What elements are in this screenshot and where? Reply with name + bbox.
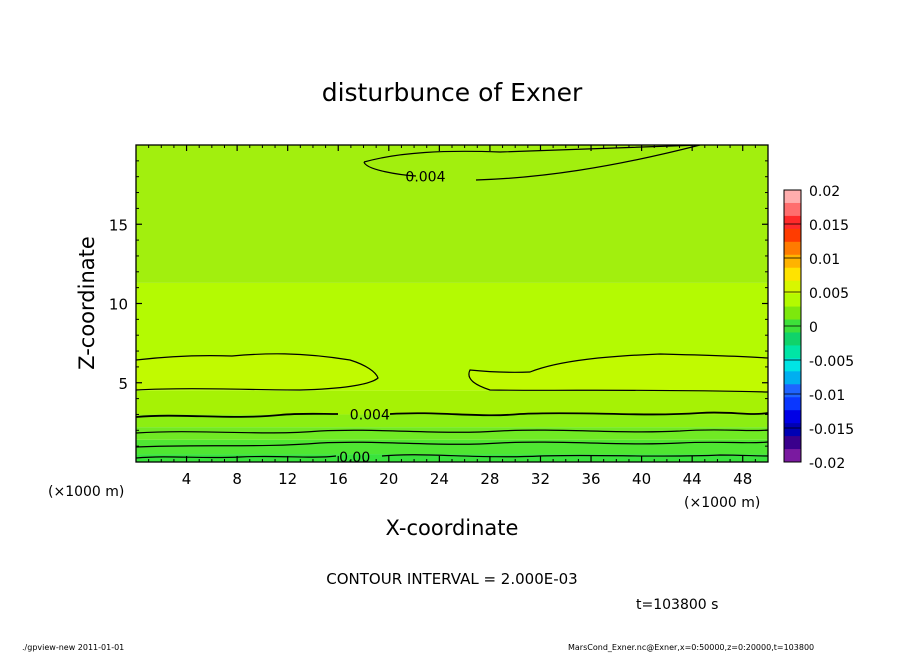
fill-band-2 <box>136 427 768 440</box>
x-tick-label: 8 <box>232 470 242 488</box>
fill-band-6 <box>136 145 768 283</box>
y-unit-label: (×1000 m) <box>48 484 124 500</box>
colorbar-swatch <box>784 254 801 269</box>
x-axis: 4 8 12 16 20 24 28 32 36 40 44 48 <box>148 145 756 488</box>
colorbar-swatch <box>784 215 801 230</box>
x-tick-label: 48 <box>733 470 752 488</box>
contour-line-3 <box>136 411 768 418</box>
x-tick-label: 28 <box>480 470 499 488</box>
contour-line-5 <box>136 441 768 448</box>
fill-band-0 <box>136 454 768 462</box>
colorbar-label: 0.02 <box>809 184 840 200</box>
contour-fill-layer <box>136 145 768 462</box>
contour-line-6 <box>136 454 768 459</box>
contour-interval-label: CONTOUR INTERVAL = 2.000E-03 <box>326 570 577 588</box>
time-label: t=103800 s <box>636 597 718 613</box>
y-tick-label: 5 <box>118 375 128 393</box>
contour-line-0 <box>363 145 701 181</box>
colorbar-swatch <box>784 241 801 256</box>
y-tick-label: 15 <box>109 216 128 234</box>
colorbar-label: 0.01 <box>809 252 840 268</box>
colorbar-label: 0.005 <box>809 286 849 302</box>
x-tick-label: 40 <box>632 470 651 488</box>
colorbar-swatch <box>784 371 801 385</box>
x-unit-label: (×1000 m) <box>684 495 760 511</box>
colorbar-swatch <box>784 293 801 308</box>
contour-label-layer: 0.004 0.004 0.00 <box>339 170 445 467</box>
colorbar-swatch <box>784 332 801 346</box>
colorbar-swatch <box>784 449 801 463</box>
fill-band-3 <box>136 414 768 428</box>
colorbar-swatch <box>784 267 801 282</box>
colorbar-label: -0.005 <box>809 354 854 370</box>
x-tick-label: 4 <box>182 470 192 488</box>
contour-line-4 <box>136 429 768 434</box>
colorbar-swatch <box>784 410 801 424</box>
colorbar-label: -0.01 <box>809 388 845 404</box>
contour-label-1: 0.004 <box>350 407 390 423</box>
colorbar-swatch <box>784 190 801 204</box>
fill-blob-1 <box>468 354 768 392</box>
x-tick-label: 12 <box>278 470 297 488</box>
colorbar: 0.02 0.015 0.01 0.005 0 -0.005 -0.01 -0.015 -0.0… <box>783 184 854 472</box>
contour-label-2: 0.00 <box>339 450 370 466</box>
contour-line-layer <box>136 145 768 459</box>
colorbar-swatch <box>784 384 801 398</box>
fill-band-4 <box>136 390 768 415</box>
fill-blob-0 <box>136 353 378 390</box>
colorbar-label: -0.02 <box>809 456 845 472</box>
colorbar-label: 0.015 <box>809 218 849 234</box>
colorbar-swatch <box>784 345 801 359</box>
colorbar-swatch <box>784 306 801 321</box>
y-tick-label: 10 <box>109 296 128 314</box>
x-tick-label: 16 <box>329 470 348 488</box>
colorbar-swatch <box>784 202 801 217</box>
colorbar-label: 0 <box>809 320 818 336</box>
colorbar-label: -0.015 <box>809 422 854 438</box>
colorbar-swatch <box>784 280 801 295</box>
y-axis-label: Z-coordinate <box>75 236 99 370</box>
contour-line-2 <box>468 353 768 393</box>
x-tick-label: 20 <box>379 470 398 488</box>
contour-label-0: 0.004 <box>405 170 445 186</box>
x-tick-label: 32 <box>531 470 550 488</box>
fill-band-1 <box>136 439 768 455</box>
colorbar-swatch <box>784 228 801 243</box>
footer-left: ./gpview-new 2011-01-01 <box>22 643 125 652</box>
colorbar-swatch <box>784 436 801 450</box>
contour-line-1 <box>136 353 379 391</box>
x-tick-label: 36 <box>581 470 600 488</box>
x-axis-label: X-coordinate <box>386 516 519 540</box>
colorbar-swatch <box>784 397 801 411</box>
y-axis: 5 10 15 <box>109 160 768 447</box>
x-tick-label: 44 <box>683 470 702 488</box>
colorbar-swatch <box>784 423 801 437</box>
colorbar-swatch <box>784 358 801 372</box>
footer-right: MarsCond_Exner.nc@Exner,x=0:50000,z=0:20… <box>568 643 815 652</box>
x-tick-label: 24 <box>430 470 449 488</box>
chart-title: disturbunce of Exner <box>322 78 583 107</box>
